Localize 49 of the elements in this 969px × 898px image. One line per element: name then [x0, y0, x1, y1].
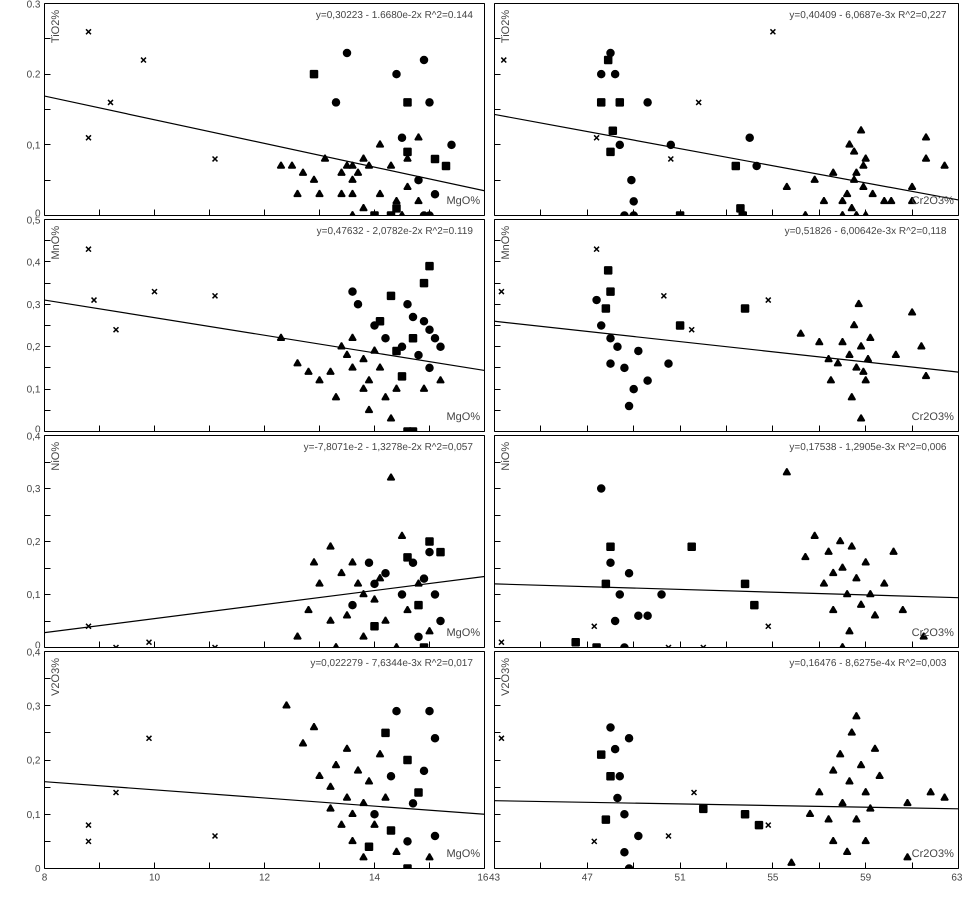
y-tick-label: 0 [34, 864, 41, 875]
y-tick-label: 0.3 [26, 0, 41, 10]
y-tick-label: 0,1 [26, 140, 41, 152]
annotation: y=0,30223 - 1.6680e-2x R^2=0.144 [316, 10, 474, 21]
annotation: y=0,47632 - 2,0782e-2x R^2=0.119 [316, 226, 474, 237]
y-axis-title: MnO% [50, 226, 62, 260]
y-tick-label: 0,3 [26, 300, 41, 311]
y-tick-label: 0,1 [26, 810, 41, 821]
annotation: y=0,17538 - 1,2905e-3x R^2=0,006 [789, 442, 947, 453]
x-tick-label: 12 [258, 872, 270, 884]
x-tick-label: 14 [368, 872, 380, 884]
annotation: y=0,51826 - 6,00642e-3x R^2=0,118 [784, 226, 947, 237]
annotation: y=-7,8071e-2 - 1,3278e-2x R^2=0,057 [304, 442, 474, 453]
y-tick-label: 0,4 [26, 257, 41, 268]
y-tick-label: 0,2 [26, 537, 41, 548]
x-tick-label: 43 [488, 872, 500, 884]
y-tick-label: 0,1 [26, 590, 41, 601]
y-axis-title: V2O3% [50, 658, 62, 696]
x-tick-label: 47 [582, 872, 594, 884]
x-tick-label: 51 [674, 872, 686, 884]
y-tick-label: 0,5 [26, 216, 41, 226]
y-axis-title: NiO% [50, 442, 62, 471]
x-axis-title: MgO% [446, 411, 480, 424]
x-axis-title: MgO% [446, 627, 480, 640]
y-axis-title: V2O3% [500, 658, 512, 696]
annotation: y=0,40409 - 6,0687e-3x R^2=0,227 [789, 10, 947, 21]
x-axis-title: MgO% [446, 195, 480, 208]
annotation: y=0,16476 - 8,6275e-4x R^2=0,003 [789, 658, 947, 670]
y-tick-label: 0,3 [26, 701, 41, 712]
y-axis-title: MnO% [500, 226, 512, 260]
y-axis-title: NiO% [500, 442, 512, 471]
x-tick-label: 59 [860, 872, 872, 884]
y-axis-title: TiO2% [50, 10, 62, 44]
x-tick-label: 8 [42, 872, 48, 884]
x-axis-title: Cr2O3% [912, 848, 954, 860]
y-tick-label: 0,3 [26, 484, 41, 495]
y-tick-label: 0.2 [26, 70, 41, 81]
x-axis-title: MgO% [446, 848, 480, 860]
x-tick-label: 63 [951, 872, 963, 884]
x-axis-title: Cr2O3% [912, 411, 954, 424]
x-tick-label: 55 [767, 872, 779, 884]
x-tick-label: 16 [477, 872, 489, 884]
y-axis-title: TiO2% [500, 10, 512, 44]
y-tick-label: 0,2 [26, 342, 41, 354]
x-tick-label: 10 [148, 872, 160, 884]
y-tick-label: 0,1 [26, 384, 41, 396]
x-axis-title: Cr2O3% [912, 627, 954, 640]
annotation: y=0,022279 - 7,6344e-3x R^2=0,017 [310, 658, 474, 670]
y-tick-label: 0,2 [26, 756, 41, 766]
